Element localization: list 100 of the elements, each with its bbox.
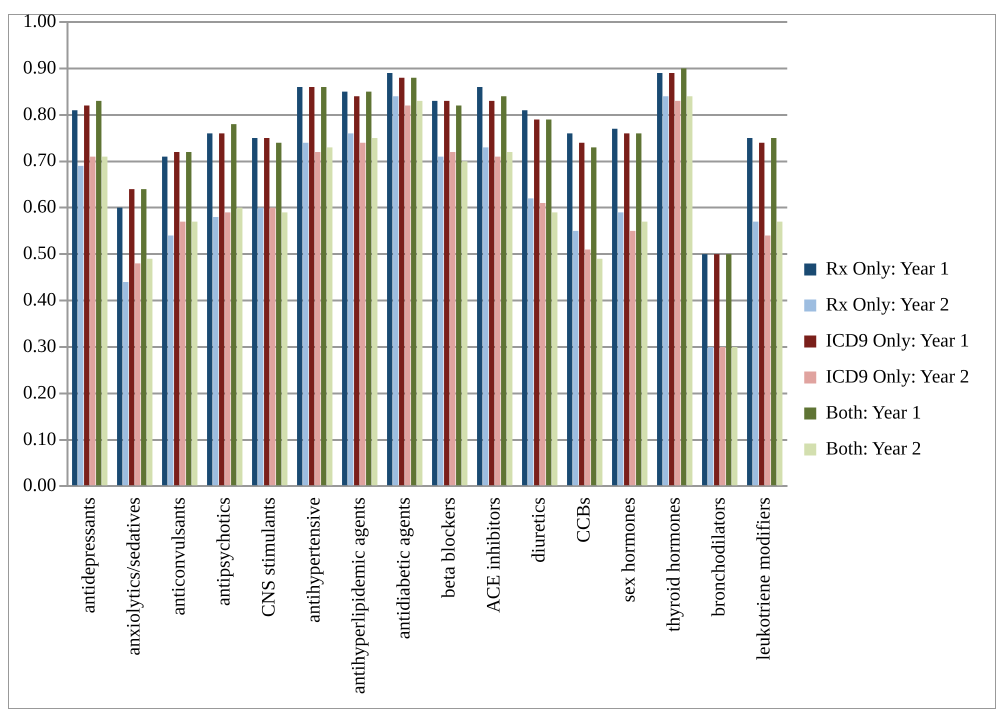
bar bbox=[636, 133, 642, 486]
bar bbox=[663, 96, 668, 486]
bar bbox=[462, 161, 468, 486]
bar bbox=[534, 119, 540, 486]
bar bbox=[78, 166, 84, 486]
bar bbox=[540, 203, 546, 486]
bar bbox=[207, 133, 212, 486]
bar bbox=[303, 142, 308, 486]
bar bbox=[732, 346, 738, 486]
bar bbox=[315, 152, 320, 486]
bar bbox=[702, 254, 708, 486]
x-tick-label: thyroid hormones bbox=[664, 497, 685, 632]
x-tick-label: anxiolytics/sedatives bbox=[124, 497, 145, 656]
bar bbox=[681, 68, 686, 486]
x-tick-label: CCBs bbox=[574, 497, 595, 543]
bar bbox=[456, 106, 462, 486]
bar bbox=[669, 73, 674, 486]
x-tick-label: antipsychotics bbox=[214, 497, 235, 606]
bar bbox=[327, 147, 332, 486]
x-tick-label: diuretics bbox=[528, 497, 550, 563]
y-tick-label: 0.60 bbox=[23, 196, 56, 218]
x-tick-label: anticonvulsants bbox=[168, 497, 190, 616]
bar bbox=[180, 222, 186, 486]
x-tick-label: antidepressants bbox=[78, 497, 100, 614]
bar bbox=[567, 133, 572, 486]
bar bbox=[522, 110, 528, 486]
y-tick-label: 0.90 bbox=[23, 57, 56, 78]
bar bbox=[771, 138, 776, 486]
bar bbox=[765, 236, 770, 486]
bar bbox=[753, 222, 758, 486]
bar bbox=[168, 236, 174, 486]
legend-label: ICD9 Only: Year 1 bbox=[826, 330, 970, 352]
legend-label: ICD9 Only: Year 2 bbox=[826, 366, 970, 388]
x-tick-label: beta blockers bbox=[438, 497, 460, 598]
bar bbox=[489, 100, 494, 486]
bar bbox=[687, 96, 692, 486]
bar bbox=[417, 100, 422, 486]
bar bbox=[90, 156, 96, 486]
bar bbox=[174, 152, 180, 486]
bar bbox=[213, 216, 218, 486]
bar bbox=[612, 128, 618, 486]
bar bbox=[342, 92, 348, 486]
bar bbox=[393, 96, 398, 486]
x-tick-label: CNS stimulants bbox=[258, 497, 280, 618]
bar bbox=[630, 230, 636, 486]
bar bbox=[297, 86, 302, 486]
legend-label: Rx Only: Year 1 bbox=[826, 258, 950, 280]
bar bbox=[618, 212, 624, 486]
bar bbox=[573, 230, 578, 486]
legend-label: Both: Year 2 bbox=[826, 438, 922, 460]
y-tick-label: 0.10 bbox=[23, 428, 56, 450]
bar bbox=[675, 100, 680, 486]
x-tick-label: antihyperlipidemic agents bbox=[348, 497, 370, 694]
bar bbox=[192, 222, 198, 486]
bar bbox=[354, 96, 360, 486]
x-tick-label: antidiabetic agents bbox=[394, 497, 415, 640]
y-tick-label: 1.00 bbox=[23, 10, 56, 32]
bar bbox=[399, 78, 404, 486]
bar bbox=[141, 189, 146, 486]
x-tick-label: antihypertensive bbox=[304, 497, 325, 623]
bar bbox=[720, 346, 726, 486]
bar bbox=[501, 96, 506, 486]
bar bbox=[624, 133, 630, 486]
bar bbox=[282, 212, 288, 486]
bar bbox=[747, 138, 752, 486]
bar bbox=[72, 110, 78, 486]
bar bbox=[102, 156, 108, 486]
bar bbox=[432, 100, 438, 486]
bar bbox=[237, 208, 242, 486]
bar bbox=[360, 142, 366, 486]
y-tick-label: 0.00 bbox=[23, 475, 56, 496]
bar bbox=[219, 133, 224, 486]
bar bbox=[387, 73, 392, 486]
y-tick-label: 0.20 bbox=[23, 382, 56, 404]
bar bbox=[477, 86, 482, 486]
bar bbox=[507, 152, 512, 486]
bar bbox=[117, 208, 122, 486]
bar bbox=[321, 86, 326, 486]
legend-label: Both: Year 1 bbox=[826, 402, 922, 424]
x-tick-label: leukotriene modifiers bbox=[754, 497, 775, 660]
y-tick-label: 0.40 bbox=[23, 290, 56, 311]
bar bbox=[591, 147, 596, 486]
bar bbox=[405, 106, 410, 486]
bar bbox=[84, 106, 90, 486]
bar bbox=[96, 100, 102, 486]
bar bbox=[714, 254, 720, 486]
legend-label: Rx Only: Year 2 bbox=[826, 294, 950, 316]
bar bbox=[642, 222, 648, 486]
bar bbox=[528, 198, 534, 486]
bar bbox=[162, 156, 168, 486]
bar bbox=[483, 147, 488, 486]
bar bbox=[372, 138, 378, 486]
bar bbox=[552, 212, 558, 486]
y-tick-label: 0.80 bbox=[23, 104, 56, 125]
bar bbox=[129, 189, 134, 486]
x-tick-label: bronchodilators bbox=[708, 497, 730, 616]
bar bbox=[270, 208, 276, 486]
bar bbox=[135, 263, 140, 486]
bar bbox=[276, 142, 282, 486]
bar bbox=[495, 156, 500, 486]
